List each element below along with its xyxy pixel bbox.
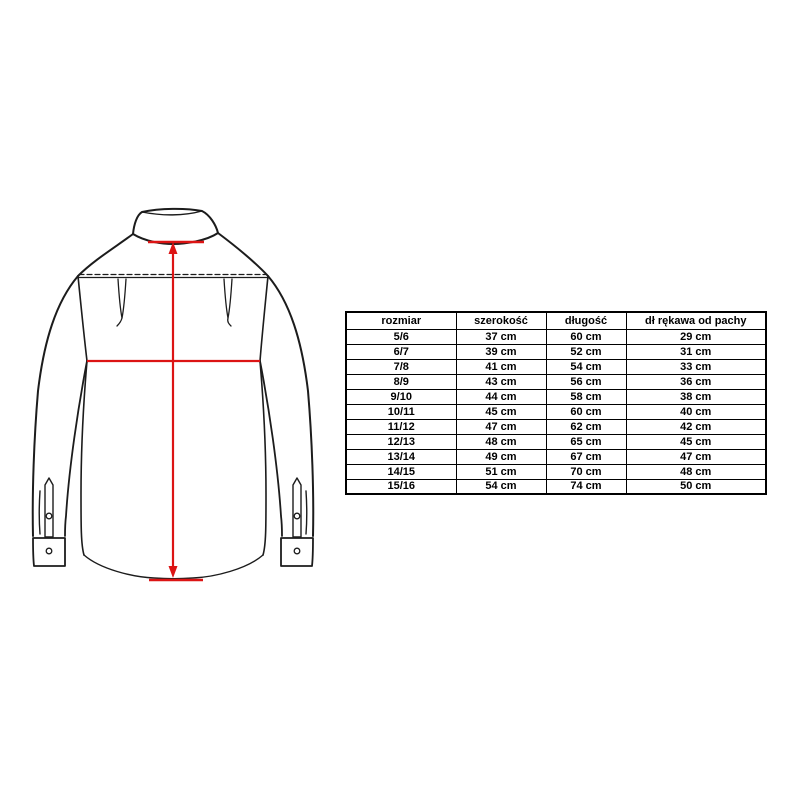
size-label-cell: 15/16 xyxy=(345,478,457,495)
table-row: 11/12 47 cm 62 cm 42 cm xyxy=(345,418,767,435)
shirt-diagram-container xyxy=(20,188,350,600)
size-label-cell: 8/9 xyxy=(345,373,457,390)
shoulder-right xyxy=(217,232,269,277)
armhole-right xyxy=(259,275,269,362)
measurement-cell: 54 cm xyxy=(545,358,627,375)
col-header-dlugosc: długość xyxy=(545,311,627,330)
measurement-cell: 37 cm xyxy=(455,328,547,345)
measurement-cell: 62 cm xyxy=(545,418,627,435)
measurement-cell: 49 cm xyxy=(455,448,547,465)
size-table-header-row: rozmiar szerokość długość dł rękawa od p… xyxy=(345,311,767,330)
measurement-cell: 39 cm xyxy=(455,343,547,360)
measurement-cell: 67 cm xyxy=(545,448,627,465)
sleeve-right-outer xyxy=(267,275,315,537)
measurement-cell: 47 cm xyxy=(625,448,767,465)
sleeve-left-inner xyxy=(64,360,88,537)
measurement-cell: 65 cm xyxy=(545,433,627,450)
shirt-back-diagram-icon xyxy=(31,207,315,582)
col-header-rozmiar: rozmiar xyxy=(345,311,457,330)
measurement-cell: 48 cm xyxy=(455,433,547,450)
measurement-cell: 43 cm xyxy=(455,373,547,390)
measurement-cell: 52 cm xyxy=(545,343,627,360)
col-header-szerokosc: szerokość xyxy=(455,311,547,330)
table-row: 8/9 43 cm 56 cm 36 cm xyxy=(345,373,767,390)
hem-line xyxy=(83,554,264,580)
measurement-cell: 36 cm xyxy=(625,373,767,390)
measurement-cell: 56 cm xyxy=(545,373,627,390)
sleeve-right-inner xyxy=(259,360,283,537)
measurement-cell: 40 cm xyxy=(625,403,767,420)
size-label-cell: 5/6 xyxy=(345,328,457,345)
cuff-buttons xyxy=(45,512,301,555)
measurement-cell: 45 cm xyxy=(625,433,767,450)
cuffs xyxy=(32,537,314,567)
body-right-side xyxy=(259,360,267,556)
size-label-cell: 13/14 xyxy=(345,448,457,465)
measurement-cell: 50 cm xyxy=(625,478,767,495)
measurement-cell: 41 cm xyxy=(455,358,547,375)
measurement-cell: 29 cm xyxy=(625,328,767,345)
shirt-outline xyxy=(31,207,315,580)
measurement-cell: 74 cm xyxy=(545,478,627,495)
table-row: 14/15 51 cm 70 cm 48 cm xyxy=(345,463,767,480)
table-row: 10/11 45 cm 60 cm 40 cm xyxy=(345,403,767,420)
table-row: 12/13 48 cm 65 cm 45 cm xyxy=(345,433,767,450)
size-label-cell: 14/15 xyxy=(345,463,457,480)
measurement-cell: 45 cm xyxy=(455,403,547,420)
size-label-cell: 10/11 xyxy=(345,403,457,420)
size-table-body: 5/6 37 cm 60 cm 29 cm 6/7 39 cm 52 cm 31 cm 7/8 4… xyxy=(345,328,767,495)
table-row: 6/7 39 cm 52 cm 31 cm xyxy=(345,343,767,360)
sleeve-plackets xyxy=(38,477,308,538)
collar xyxy=(132,207,219,245)
size-label-cell: 7/8 xyxy=(345,358,457,375)
measurement-cell: 70 cm xyxy=(545,463,627,480)
measurement-cell: 60 cm xyxy=(545,328,627,345)
measurement-cell: 54 cm xyxy=(455,478,547,495)
measurement-cell: 33 cm xyxy=(625,358,767,375)
measurement-cell: 48 cm xyxy=(625,463,767,480)
size-table: rozmiar szerokość długość dł rękawa od p… xyxy=(345,311,767,495)
measurement-cell: 51 cm xyxy=(455,463,547,480)
table-row: 15/16 54 cm 74 cm 50 cm xyxy=(345,478,767,495)
size-label-cell: 9/10 xyxy=(345,388,457,405)
measurement-cell: 31 cm xyxy=(625,343,767,360)
length-measure-arrow xyxy=(148,240,204,582)
shoulder-left xyxy=(77,233,134,277)
table-row: 9/10 44 cm 58 cm 38 cm xyxy=(345,388,767,405)
sleeve-left-outer xyxy=(31,275,79,537)
back-darts xyxy=(116,278,233,327)
size-label-cell: 11/12 xyxy=(345,418,457,435)
table-row: 7/8 41 cm 54 cm 33 cm xyxy=(345,358,767,375)
table-row: 13/14 49 cm 67 cm 47 cm xyxy=(345,448,767,465)
measurement-cell: 58 cm xyxy=(545,388,627,405)
armhole-left xyxy=(77,275,88,362)
measurement-cell: 44 cm xyxy=(455,388,547,405)
body-left-side xyxy=(80,360,88,556)
measurement-cell: 42 cm xyxy=(625,418,767,435)
measurement-cell: 60 cm xyxy=(545,403,627,420)
size-label-cell: 12/13 xyxy=(345,433,457,450)
measurement-cell: 38 cm xyxy=(625,388,767,405)
measurement-cell: 47 cm xyxy=(455,418,547,435)
size-label-cell: 6/7 xyxy=(345,343,457,360)
table-row: 5/6 37 cm 60 cm 29 cm xyxy=(345,328,767,345)
col-header-dl-rekawa: dł rękawa od pachy xyxy=(625,311,767,330)
